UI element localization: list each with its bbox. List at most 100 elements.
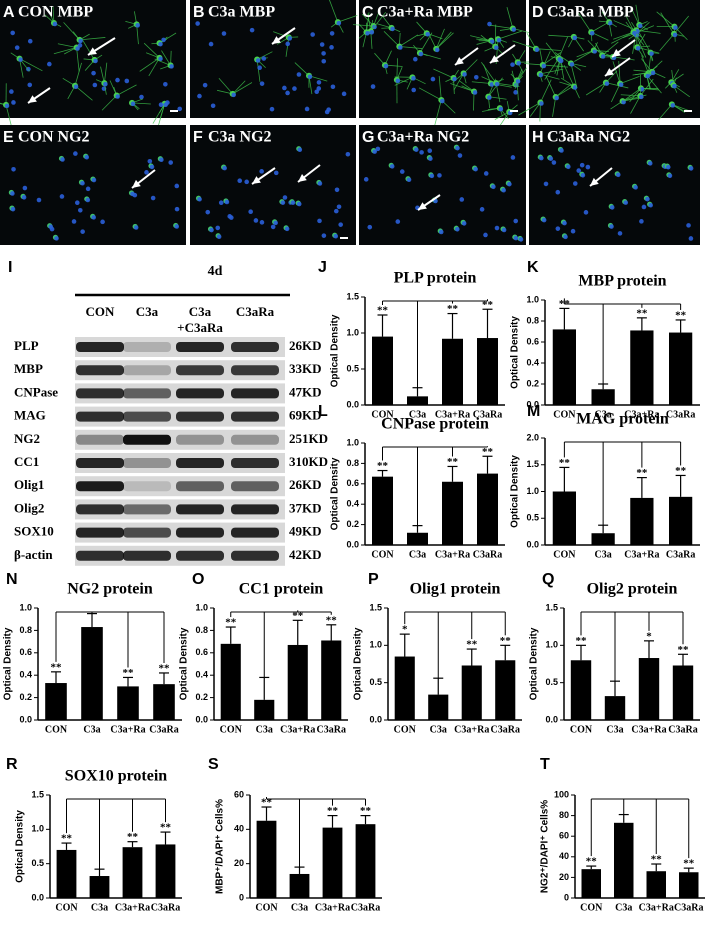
nucleus <box>73 84 79 90</box>
nucleus <box>511 27 517 32</box>
process <box>558 36 568 59</box>
nucleus <box>218 200 224 205</box>
blot-band <box>176 458 224 468</box>
process <box>635 4 640 25</box>
nucleus <box>124 78 130 84</box>
process <box>396 58 398 80</box>
nucleus <box>77 207 83 213</box>
nucleus <box>411 76 416 81</box>
nucleus <box>609 205 615 210</box>
nucleus <box>538 72 544 78</box>
chart-title: CNPase protein <box>381 416 489 433</box>
nucleus <box>555 189 561 195</box>
nucleus <box>224 199 230 205</box>
significance: ** <box>225 617 237 629</box>
process <box>285 37 290 57</box>
nucleus <box>672 32 678 38</box>
nucleus <box>341 91 347 97</box>
blot-column: C3aRa <box>236 304 275 319</box>
nucleus <box>562 220 567 226</box>
x-tick-label: C3a+Ra <box>435 549 470 560</box>
blot-band <box>76 550 124 561</box>
significance: ** <box>360 805 372 817</box>
y-tick-label: 0.6 <box>346 478 359 488</box>
nucleus <box>85 186 91 192</box>
process <box>635 34 647 58</box>
process <box>656 11 675 27</box>
y-tick-label: 1.0 <box>369 640 382 650</box>
blot-band <box>231 481 279 492</box>
nucleus <box>406 177 412 183</box>
nucleus <box>209 227 214 233</box>
nucleus <box>54 236 59 241</box>
nucleus <box>411 87 417 93</box>
nucleus <box>647 161 653 166</box>
significance: ** <box>326 614 338 626</box>
blot-protein: β-actin <box>14 547 53 562</box>
nucleus <box>570 228 576 234</box>
nucleus <box>534 47 540 52</box>
nucleus <box>11 100 16 105</box>
process <box>611 31 634 44</box>
y-tick-label: 2.0 <box>526 432 539 442</box>
blot-protein: CC1 <box>14 454 39 469</box>
nucleus <box>539 101 544 106</box>
nucleus <box>413 56 418 62</box>
blot-band <box>231 434 279 445</box>
process <box>646 74 662 94</box>
process <box>590 21 610 33</box>
nucleus <box>383 63 389 69</box>
nucleus <box>84 154 90 160</box>
nucleus <box>479 207 485 212</box>
panel-letter: T <box>540 756 550 773</box>
nucleus <box>269 106 275 112</box>
nucleus <box>557 57 562 62</box>
nucleus <box>648 202 653 208</box>
y-tick-label: 1.0 <box>19 602 32 612</box>
y-axis-label: Optical Density <box>529 627 540 700</box>
process <box>540 79 552 103</box>
x-tick-label: C3a <box>256 724 273 735</box>
y-tick-label: 0.8 <box>195 625 208 635</box>
blot-protein: CNPase <box>14 384 58 399</box>
x-tick-label: CON <box>570 724 593 735</box>
arrow-head <box>490 55 499 63</box>
blot-band <box>123 527 171 538</box>
y-tick-label: 0.5 <box>526 513 539 523</box>
blot-band <box>123 411 171 422</box>
significance: ** <box>159 662 171 674</box>
nucleus <box>130 191 135 197</box>
nucleus <box>9 89 14 94</box>
significance: ** <box>377 305 389 317</box>
process <box>637 46 660 54</box>
process <box>53 47 77 55</box>
process <box>101 95 117 111</box>
nucleus <box>290 200 296 205</box>
bar <box>581 869 601 898</box>
nucleus <box>645 196 650 202</box>
process <box>232 80 246 95</box>
nucleus <box>324 109 330 115</box>
nucleus <box>319 42 325 47</box>
blot-band <box>176 550 224 561</box>
y-tick-label: 0.4 <box>346 499 359 509</box>
process <box>481 62 497 84</box>
blot-size: 33KD <box>289 361 322 376</box>
nucleus <box>455 226 460 232</box>
process <box>539 68 564 75</box>
process <box>512 40 537 50</box>
nucleus <box>197 196 202 202</box>
process <box>489 24 513 29</box>
process <box>438 76 442 101</box>
process <box>545 42 559 59</box>
nucleus <box>513 218 519 224</box>
panel-label: CON NG2 <box>18 129 90 146</box>
nucleus <box>541 217 547 223</box>
panel-letter: M <box>527 403 540 420</box>
nucleus <box>163 81 168 87</box>
nucleus <box>367 224 373 230</box>
nucleus <box>390 26 395 32</box>
nucleus <box>548 156 554 161</box>
blot-band <box>76 458 124 468</box>
nucleus <box>22 185 28 191</box>
